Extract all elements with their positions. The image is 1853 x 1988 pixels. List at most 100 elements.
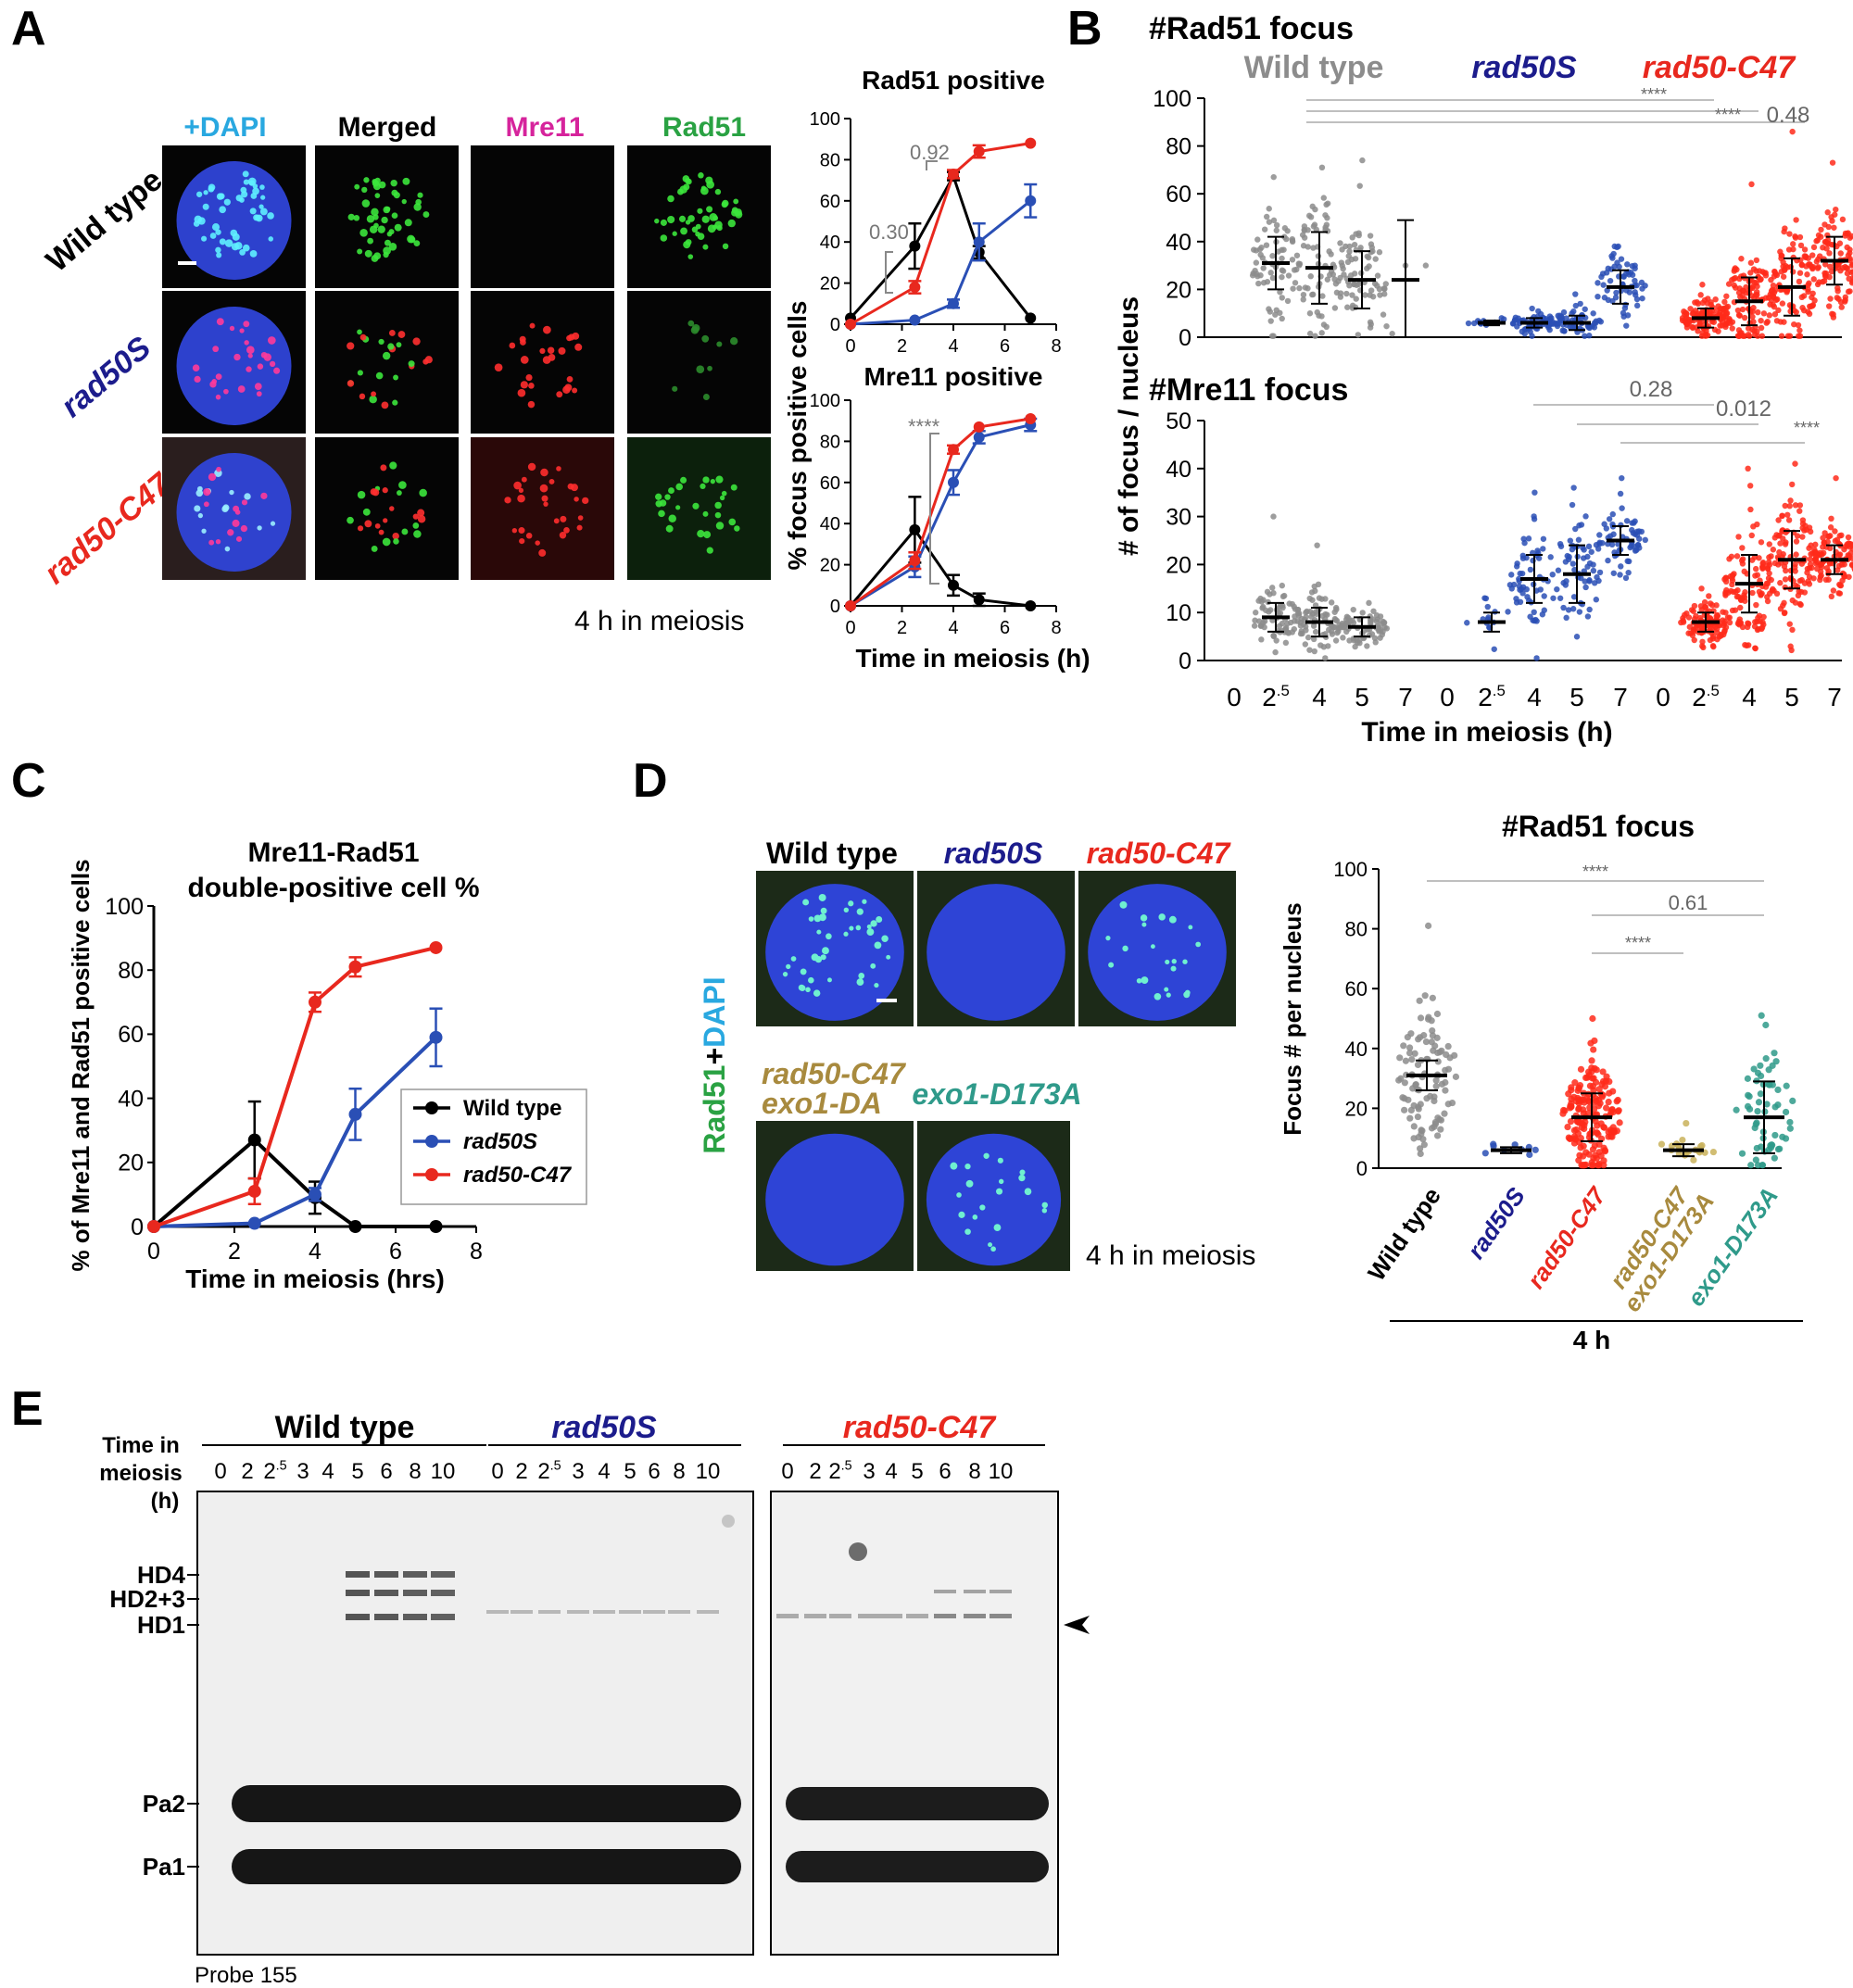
focus-spot xyxy=(802,899,810,906)
x-tick-label: 6 xyxy=(389,1239,402,1265)
data-point xyxy=(1025,600,1037,611)
scatter-point xyxy=(1772,1058,1780,1065)
y-tick-label: 20 xyxy=(118,1151,144,1176)
scatter-point xyxy=(1484,603,1491,610)
focus-spot xyxy=(380,464,387,472)
scatter-point xyxy=(1444,1042,1452,1051)
tick-sup: .5 xyxy=(1493,682,1506,699)
scatter-point xyxy=(1331,276,1338,283)
scatter-point xyxy=(1310,245,1317,251)
chart-title: #Rad51 focus xyxy=(1149,11,1354,46)
scatter-point xyxy=(1683,320,1690,327)
lane-label: 2.5 xyxy=(263,1458,286,1484)
chart-mre11-focus-b: #Mre11 focus 0 10 20 30 40 50 0.28 0.012 **** xyxy=(1149,372,1853,674)
scatter-point xyxy=(1581,547,1587,553)
micrograph-tile xyxy=(627,145,771,288)
scatter-point xyxy=(1575,1119,1582,1126)
scatter-point xyxy=(1782,1108,1790,1116)
scatter-point xyxy=(1307,214,1315,220)
focus-spot xyxy=(396,342,402,348)
focus-spot xyxy=(687,254,694,259)
scatter-point xyxy=(1412,1081,1419,1088)
focus-spot xyxy=(192,364,200,371)
scatter-point xyxy=(1571,566,1578,573)
scatter-point xyxy=(1679,315,1686,321)
scatter-point xyxy=(1754,521,1760,528)
focus-spot xyxy=(958,1211,965,1218)
scatter-point xyxy=(1732,607,1739,613)
focus-spot xyxy=(728,518,737,526)
scatter-point xyxy=(1746,308,1754,315)
focus-spot xyxy=(691,226,699,233)
scatter-point xyxy=(1356,182,1363,189)
scatter-point xyxy=(1739,556,1746,562)
focus-spot xyxy=(208,472,217,482)
scatter-point xyxy=(1806,310,1813,318)
scatter-point xyxy=(1330,623,1337,631)
focus-spot xyxy=(504,497,511,504)
focus-spot xyxy=(687,320,695,327)
scatter-point xyxy=(1733,1106,1740,1114)
scatter-point xyxy=(1595,293,1601,300)
scatter-point xyxy=(1830,314,1837,321)
focus-spot xyxy=(374,522,381,529)
focus-spot xyxy=(950,1162,958,1170)
focus-spot xyxy=(568,333,575,341)
scatter-point xyxy=(1818,226,1824,233)
scatter-point xyxy=(1332,637,1340,644)
focus-spot xyxy=(574,343,583,351)
scatter-point xyxy=(1614,1096,1621,1104)
scatter-point xyxy=(1629,263,1636,270)
scatter-point xyxy=(1256,246,1264,253)
focus-spot xyxy=(367,237,374,245)
scatter-point xyxy=(1354,639,1361,646)
scatter-point xyxy=(1366,599,1372,607)
scatter-point xyxy=(1789,128,1796,135)
panel-b-group-labels: Wild type rad50S rad50-C47 xyxy=(1244,50,1797,85)
focus-spot xyxy=(361,186,368,194)
scatter-point xyxy=(1758,333,1766,339)
scatter-point xyxy=(1615,1107,1622,1114)
d-stain-plus: + xyxy=(698,1048,731,1065)
scatter-point xyxy=(1844,265,1850,271)
scatter-point xyxy=(1320,644,1328,650)
scatter-point xyxy=(1617,572,1623,578)
scatter-point xyxy=(1625,569,1632,576)
gel-row-label: Time in xyxy=(102,1433,180,1458)
focus-spot xyxy=(511,528,518,534)
faint-band xyxy=(990,1590,1012,1593)
data-point xyxy=(348,1220,362,1233)
scatter-point xyxy=(1758,625,1765,633)
scatter-point xyxy=(1734,586,1741,594)
hd-band xyxy=(403,1614,427,1620)
scatter-point xyxy=(1415,1105,1422,1113)
scatter-point xyxy=(1758,1162,1766,1169)
y-tick-label: 40 xyxy=(1166,230,1191,256)
scatter-point xyxy=(1728,553,1735,560)
scatter-point xyxy=(1366,263,1372,270)
tick-int: 2 xyxy=(537,1459,549,1484)
scatter-point xyxy=(1570,1126,1578,1134)
focus-spot xyxy=(818,913,826,922)
scatter-point xyxy=(1350,606,1356,613)
faint-band xyxy=(511,1610,533,1614)
scatter-point xyxy=(1345,614,1352,622)
focus-spot xyxy=(668,514,676,522)
focus-spot xyxy=(716,341,723,347)
scatter-point xyxy=(1699,282,1706,288)
scatter-point xyxy=(1605,540,1611,547)
scatter-point xyxy=(1724,303,1732,310)
scatter-point xyxy=(1789,626,1796,634)
scatter-point xyxy=(1797,242,1805,249)
scatter-point xyxy=(1795,333,1802,339)
focus-spot xyxy=(808,916,814,922)
scatter-point xyxy=(1700,644,1707,651)
scatter-point xyxy=(1279,255,1285,262)
focus-spot xyxy=(393,374,398,381)
scatter-point xyxy=(1527,566,1534,573)
scatter-point xyxy=(1344,258,1352,266)
scatter-point xyxy=(1754,333,1761,339)
scatter-point xyxy=(1784,511,1791,518)
data-point xyxy=(348,960,362,974)
